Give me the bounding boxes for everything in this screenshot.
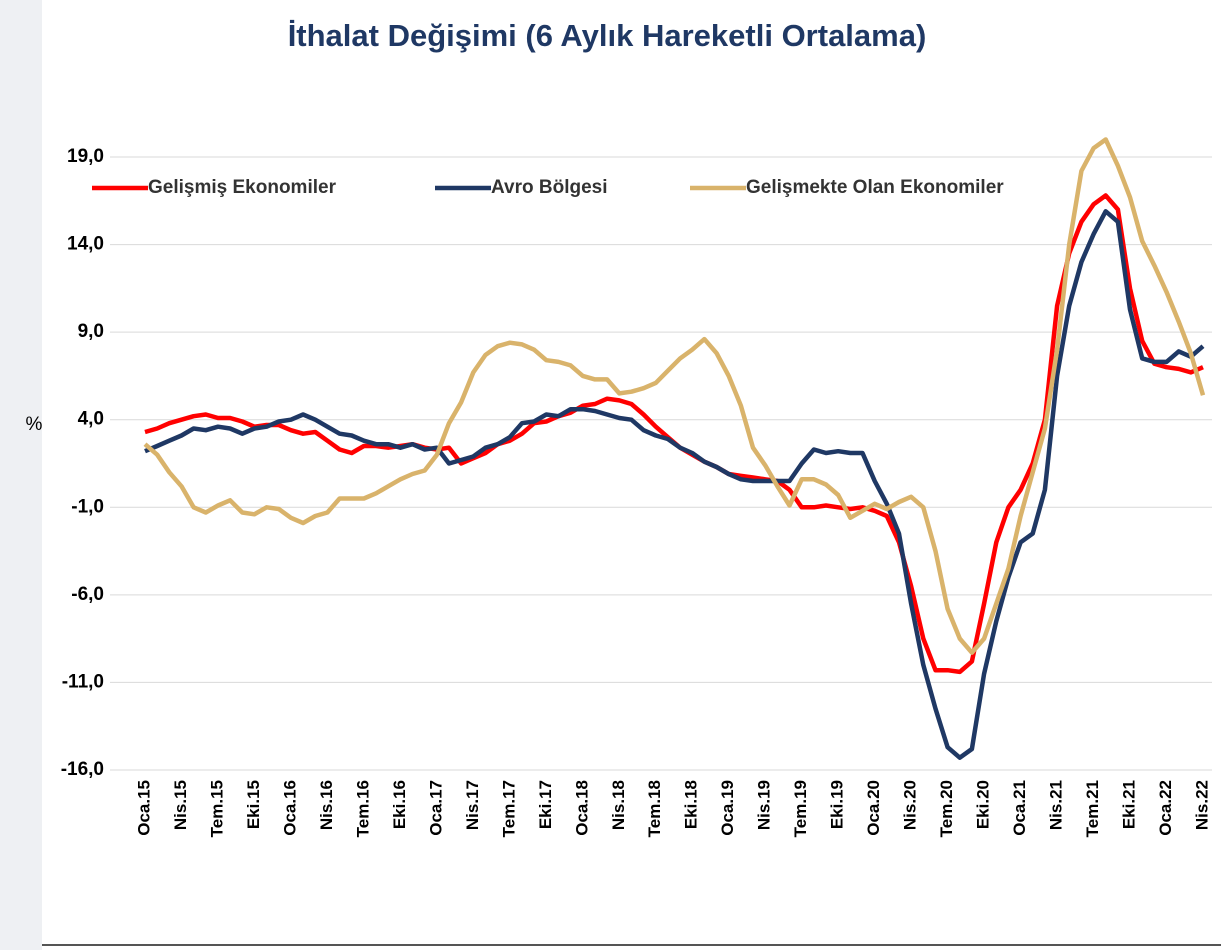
- x-tick-label: Nis.22: [1192, 780, 1211, 830]
- x-tick-label: Nis.16: [317, 780, 336, 830]
- x-tick-label: Nis.20: [901, 780, 920, 830]
- x-tick-label: Oca.19: [718, 780, 737, 836]
- x-tick-label: Eki.17: [536, 780, 555, 829]
- y-tick-label: 14,0: [67, 234, 104, 255]
- x-tick-label: Eki.19: [828, 780, 847, 829]
- legend-label: Gelişmekte Olan Ekonomiler: [746, 177, 1004, 198]
- x-tick-label: Oca.22: [1156, 780, 1175, 836]
- legend-label: Avro Bölgesi: [491, 177, 608, 198]
- x-tick-label: Tem.17: [499, 780, 518, 837]
- y-tick-label: -1,0: [71, 496, 104, 517]
- series-line: [144, 209, 1205, 760]
- x-tick-label: Eki.21: [1120, 780, 1139, 829]
- x-tick-label: Nis.21: [1047, 780, 1066, 830]
- x-tick-label: Nis.18: [609, 780, 628, 830]
- x-tick-label: Oca.18: [572, 780, 591, 836]
- x-tick-label: Tem.18: [645, 780, 664, 837]
- x-tick-label: Oca.20: [864, 780, 883, 836]
- y-axis-label: %: [26, 414, 43, 435]
- x-tick-label: Nis.15: [171, 780, 190, 830]
- legend-label: Gelişmiş Ekonomiler: [148, 177, 337, 198]
- x-tick-label: Tem.20: [937, 780, 956, 837]
- x-tick-label: Tem.19: [791, 780, 810, 837]
- x-tick-label: Eki.20: [974, 780, 993, 829]
- x-tick-label: Oca.15: [134, 780, 153, 836]
- chart-title: İthalat Değişimi (6 Aylık Hareketli Orta…: [288, 18, 927, 53]
- y-tick-label: 19,0: [67, 146, 104, 167]
- x-tick-label: Tem.21: [1083, 780, 1102, 837]
- x-tick-label: Eki.18: [682, 780, 701, 829]
- left-decoration: [0, 0, 42, 950]
- x-tick-label: Oca.16: [280, 780, 299, 836]
- y-tick-label: 9,0: [78, 321, 104, 342]
- y-tick-label: -11,0: [62, 671, 104, 692]
- x-tick-label: Eki.16: [390, 780, 409, 829]
- x-tick-label: Nis.19: [755, 780, 774, 830]
- y-tick-label: -16,0: [61, 759, 104, 780]
- y-tick-label: 4,0: [78, 409, 104, 430]
- y-tick-label: -6,0: [71, 584, 104, 605]
- x-tick-label: Nis.17: [463, 780, 482, 830]
- x-tick-label: Oca.17: [426, 780, 445, 836]
- x-tick-label: Tem.15: [207, 780, 226, 837]
- x-tick-label: Eki.15: [244, 780, 263, 829]
- series-line: [143, 137, 1206, 655]
- x-tick-label: Oca.21: [1010, 780, 1029, 836]
- x-tick-label: Tem.16: [353, 780, 372, 837]
